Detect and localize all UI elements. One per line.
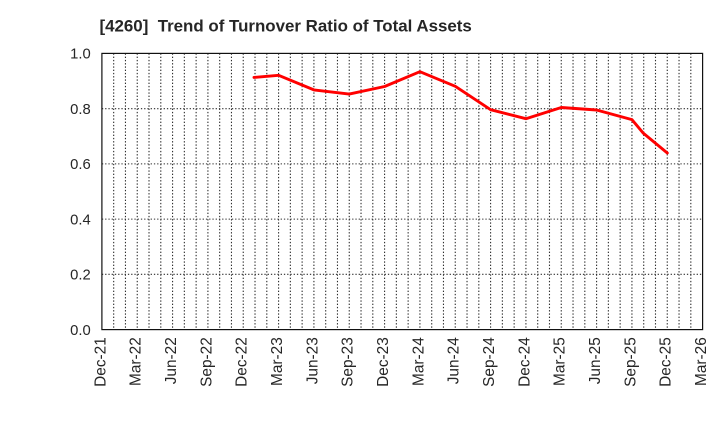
svg-text:1.0: 1.0 <box>70 47 91 63</box>
svg-text:Jun-24: Jun-24 <box>446 337 463 384</box>
svg-text:0.4: 0.4 <box>70 212 91 228</box>
svg-text:Dec-25: Dec-25 <box>658 337 675 387</box>
svg-text:Sep-23: Sep-23 <box>340 337 357 387</box>
svg-text:Dec-22: Dec-22 <box>234 337 251 387</box>
svg-text:Mar-25: Mar-25 <box>552 337 569 386</box>
svg-text:Mar-22: Mar-22 <box>128 337 145 386</box>
svg-text:Mar-26: Mar-26 <box>693 337 710 386</box>
svg-text:0.6: 0.6 <box>70 157 91 173</box>
svg-text:Sep-22: Sep-22 <box>198 337 215 387</box>
svg-text:Dec-23: Dec-23 <box>375 337 392 387</box>
svg-text:Jun-22: Jun-22 <box>163 337 180 384</box>
svg-text:Mar-23: Mar-23 <box>269 337 286 386</box>
svg-text:0.0: 0.0 <box>70 323 91 339</box>
svg-text:Jun-25: Jun-25 <box>587 337 604 384</box>
svg-text:Sep-24: Sep-24 <box>481 337 498 387</box>
svg-text:0.8: 0.8 <box>70 102 91 118</box>
svg-text:Mar-24: Mar-24 <box>410 337 427 386</box>
svg-text:0.2: 0.2 <box>70 268 91 284</box>
svg-text:Dec-21: Dec-21 <box>92 337 109 387</box>
svg-text:Jun-23: Jun-23 <box>304 337 321 384</box>
svg-text:Sep-25: Sep-25 <box>622 337 639 387</box>
svg-text:Dec-24: Dec-24 <box>516 337 533 387</box>
svg-text:[4260] Trend of Turnover Rati: [4260] Trend of Turnover Ratio of Total … <box>100 16 472 35</box>
